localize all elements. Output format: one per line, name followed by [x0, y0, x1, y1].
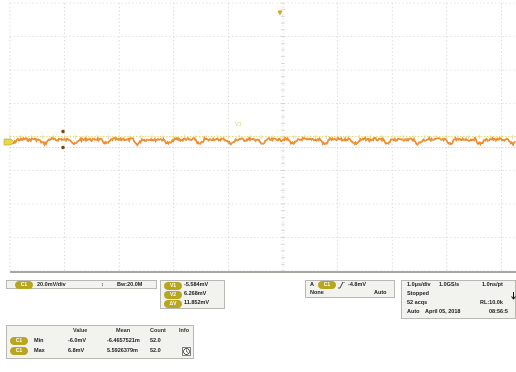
trigger-mode: Auto [374, 290, 387, 296]
trigger-coupling: None [310, 290, 324, 296]
stop-arrow-icon [511, 292, 516, 300]
trigger-source-badge: C1 [318, 281, 336, 289]
measurement-mean: -6.4657521m [107, 338, 140, 344]
record-length: RL:10.0k [480, 300, 503, 306]
column-header-info: Info [179, 328, 190, 334]
acquisition-time: 08:56:5 [489, 309, 508, 315]
cursor-v2-value: 6.268mV [184, 291, 207, 297]
channel-1-ground-marker-icon [3, 138, 15, 146]
time-per-div: 1.0μs/div [407, 282, 431, 288]
cursor-anchor-dot [61, 129, 65, 134]
acquisition-count: 52 acqs [407, 300, 428, 306]
time-resolution: 1.0ns/pt [482, 282, 503, 288]
cursor-delta-badge: ΔV [164, 300, 182, 308]
cursor-label: V1 [235, 122, 242, 128]
column-header-mean: Mean [116, 328, 131, 334]
cursor-panel[interactable]: V1 -5.584mV V2 6.268mV ΔV 11.852mV [160, 280, 225, 309]
volts-per-div: 20.0mV/div [37, 282, 66, 288]
measurement-name: Min [34, 338, 44, 344]
bandwidth-limit: Bw:20.0M [117, 282, 143, 288]
channel-1-panel[interactable]: C1 20.0mV/div ↕ Bw:20.0M [6, 280, 157, 289]
measurement-mean: 5.5926379m [107, 348, 138, 354]
rising-edge-icon [338, 282, 345, 289]
acquisition-date: April 05, 2018 [425, 309, 461, 315]
display-bottom-border [10, 271, 516, 273]
trigger-panel[interactable]: A C1 -4.8mV None Auto [305, 280, 395, 298]
measurement-value: 6.8mV [68, 348, 85, 354]
measurement-table[interactable]: Value Mean Count Info C1 Min -6.0mV -6.4… [6, 325, 194, 359]
measurement-count: 52.0 [150, 338, 161, 344]
measurement-name: Max [34, 348, 45, 354]
trigger-source-prefix: A [310, 282, 314, 288]
channel-1-trace-highlight [9, 137, 516, 146]
trigger-level: -4.8mV [348, 282, 367, 288]
screen-markers [3, 10, 283, 150]
trigger-position-dot [278, 10, 282, 14]
bandwidth-limit-icon: ↕ [101, 282, 104, 288]
cursor-v2-badge: V2 [164, 291, 182, 299]
cursor-v1-badge: V1 [164, 282, 182, 290]
acquisition-status: Stopped [407, 291, 429, 297]
graticule-grid [9, 2, 516, 272]
sample-rate: 1.0GS/s [439, 282, 460, 288]
voltage-cursors[interactable]: V1 [10, 122, 516, 148]
measurement-source-badge: C1 [10, 337, 28, 345]
cursor-v1-value: -5.584mV [184, 282, 209, 288]
cursor-delta-value: 11.852mV [184, 300, 210, 306]
channel-1-badge: C1 [15, 281, 33, 289]
clock-icon[interactable] [182, 347, 191, 356]
measurement-source-badge: C1 [10, 347, 28, 355]
table-row[interactable]: C1 Max 6.8mV 5.5926379m 52.0 [7, 347, 193, 356]
table-row[interactable]: C1 Min -6.0mV -6.4657521m 52.0 [7, 337, 193, 346]
column-header-value: Value [73, 328, 88, 334]
waveform-display[interactable]: V1 [0, 0, 516, 272]
measurement-value: -6.0mV [68, 338, 87, 344]
cursor-anchor-dot [61, 145, 65, 150]
column-header-count: Count [150, 328, 166, 334]
measurement-count: 52.0 [150, 348, 161, 354]
timebase-panel[interactable]: 1.0μs/div 1.0GS/s 1.0ns/pt Stopped 52 ac… [401, 280, 516, 319]
trigger-mode-status: Auto [407, 309, 420, 315]
